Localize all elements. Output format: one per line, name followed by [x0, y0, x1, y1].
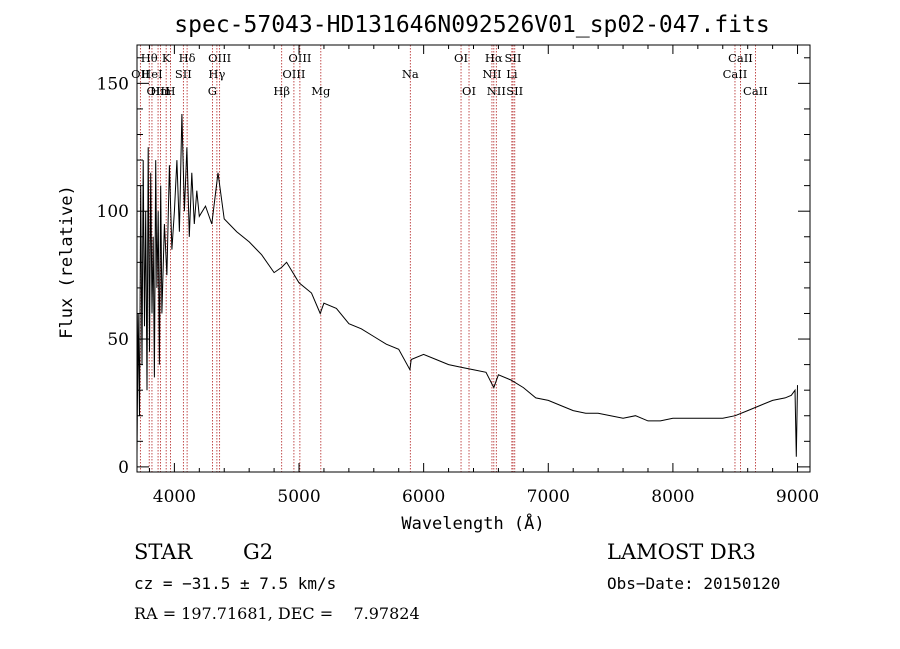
spectral-label-1: Hθ	[141, 51, 158, 65]
x-tick-label-0: 4000	[153, 487, 196, 507]
spectral-label-3: OIII	[147, 84, 170, 98]
x-tick-label-4: 8000	[651, 487, 694, 507]
spectral-label-14: OIII	[288, 51, 311, 65]
spectral-label-2: HeI	[141, 67, 162, 81]
spectral-label-6: H	[166, 84, 176, 98]
spectral-label-10: Hγ	[208, 67, 225, 81]
spectral-line-labels: OII Hθ HeI OIII K HmH SII Hδ OIII Hγ G Hβ OIII OIII Mg…	[131, 51, 768, 98]
spectral-line-markers	[139, 45, 756, 472]
x-tick-label-5: 9000	[776, 487, 819, 507]
spectral-label-19: Hα	[485, 51, 503, 65]
x-tick-label-2: 6000	[402, 487, 445, 507]
spectral-label-13: OIII	[282, 67, 305, 81]
spectral-label-7: SII	[175, 67, 192, 81]
spectral-label-4: K	[162, 51, 171, 65]
y-tick-label-1: 50	[107, 330, 129, 350]
y-tick-label-3: 150	[97, 74, 129, 94]
spectral-label-17: OI	[454, 51, 468, 65]
observation-date: Obs−Date: 20150120	[607, 574, 780, 593]
spectral-label-0: OII	[131, 67, 150, 81]
spectral-label-12: Hβ	[273, 84, 290, 98]
coordinates: RA = 197.71681, DEC = 7.97824	[134, 604, 420, 623]
spectral-label-26: CaII	[723, 67, 748, 81]
spectral-label-8: Hδ	[179, 51, 196, 65]
plot-frame	[136, 44, 811, 473]
survey-name: LAMOST DR3	[607, 540, 756, 564]
y-tick-label-2: 100	[97, 202, 129, 222]
y-tick-label-0: 0	[118, 458, 129, 478]
spectral-label-16: Na	[402, 67, 419, 81]
x-axis-label: Wavelength (Å)	[401, 512, 544, 534]
spectral-label-9: OIII	[208, 51, 231, 65]
spectral-label-11: G	[208, 84, 217, 98]
spectral-label-24: SII	[506, 84, 523, 98]
x-axis-ticks: 4000 5000 6000 7000 8000 9000	[148, 45, 819, 507]
spectral-label-5: Hm	[150, 84, 171, 98]
spectral-label-20: NII	[482, 67, 501, 81]
chart-title: spec-57043-HD131646N092526V01_sp02-047.f…	[174, 12, 769, 38]
spectral-label-21: NII	[487, 84, 506, 98]
x-tick-label-3: 7000	[527, 487, 570, 507]
spectral-label-18: OI	[462, 84, 476, 98]
spectral-label-23: Li	[506, 67, 518, 81]
object-class: STAR	[134, 540, 193, 564]
spectral-label-15: Mg	[311, 84, 331, 98]
spectral-label-27: CaII	[743, 84, 768, 98]
redshift-velocity: cz = −31.5 ± 7.5 km/s	[134, 574, 336, 593]
spectral-label-22: SII	[505, 51, 522, 65]
y-axis-ticks: 0 50 100 150	[97, 57, 810, 478]
spectral-label-25: CaII	[728, 51, 753, 65]
flux-series-line	[136, 113, 798, 457]
object-subclass: G2	[243, 540, 273, 564]
x-tick-label-1: 5000	[277, 487, 320, 507]
y-axis-label: Flux (relative)	[57, 185, 77, 339]
